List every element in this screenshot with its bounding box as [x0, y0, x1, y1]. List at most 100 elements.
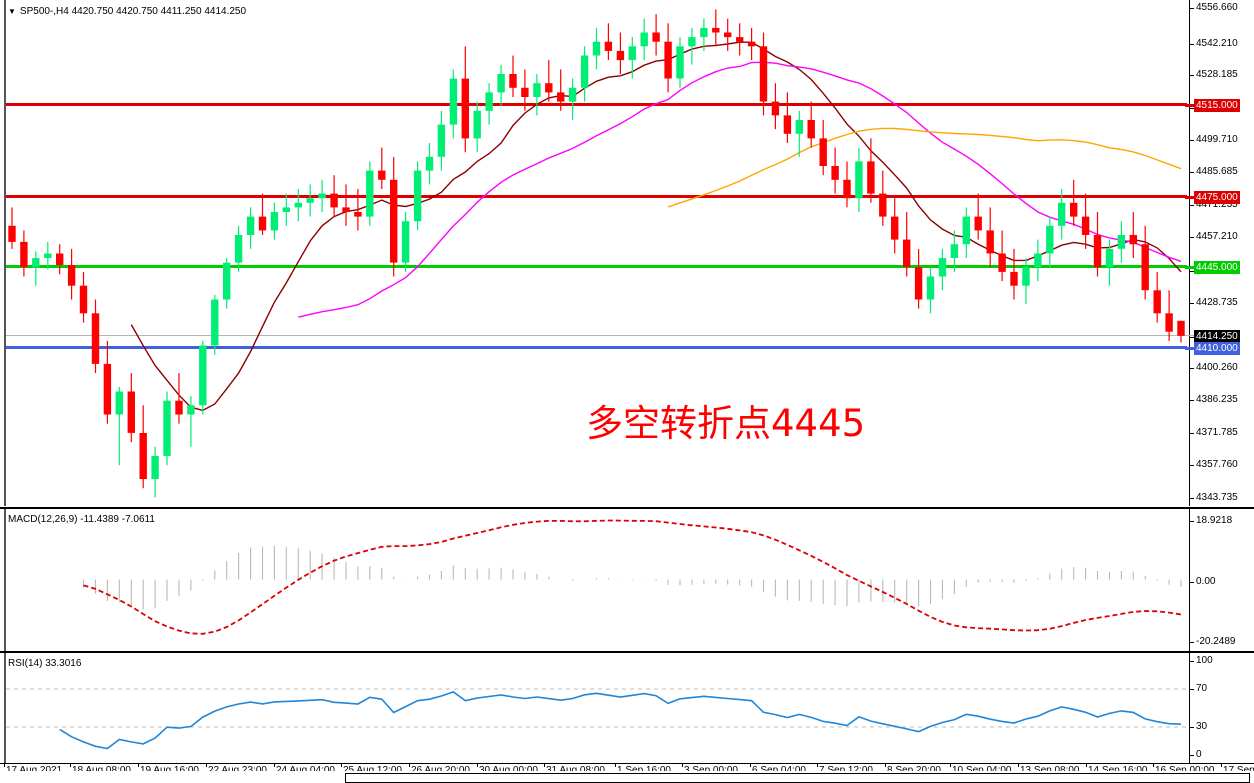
rsi-plot[interactable] — [4, 653, 1189, 763]
price-tag-resistance-4475[interactable]: 4475.000 — [1194, 191, 1240, 204]
price-axis-tick-label: 4556.660 — [1196, 2, 1238, 13]
time-axis-tickmark — [615, 764, 616, 767]
level-line-support-4410 — [6, 346, 1187, 349]
macd-plot[interactable] — [4, 509, 1189, 651]
price-axis-tick-label: 4428.735 — [1196, 297, 1238, 308]
price-axis-tickmark — [1190, 337, 1194, 338]
candle-body — [616, 50, 625, 61]
candle-body — [604, 41, 613, 51]
time-axis-label: 6 Sep 04:00 — [752, 765, 806, 777]
level-line-last-price-4414 — [6, 335, 1187, 336]
candle-body — [974, 216, 982, 231]
candle-body — [783, 115, 792, 134]
time-axis-label: 30 Aug 00:00 — [479, 765, 538, 777]
candle-body — [223, 262, 231, 300]
time-axis-label: 22 Aug 23:00 — [208, 765, 267, 777]
price-axis-tickmark — [1190, 172, 1194, 173]
time-axis-tickmark — [817, 764, 818, 767]
time-axis-tickmark — [1018, 764, 1019, 767]
candle-body — [354, 212, 362, 217]
rsi-indicator-panel[interactable]: 100 70 30 0 RSI(14) 33.3016 — [0, 652, 1254, 764]
candle-body — [580, 55, 589, 88]
candle-body — [592, 41, 601, 56]
candle-body — [366, 170, 374, 217]
time-axis-label: 24 Aug 04:00 — [276, 765, 335, 777]
candle-body — [413, 170, 422, 222]
price-tag-pivot-4445[interactable]: 4445.000 — [1194, 261, 1240, 274]
candle-body — [127, 391, 135, 433]
candle-body — [724, 32, 732, 38]
time-axis-label: 18 Aug 08:00 — [72, 765, 131, 777]
candle-body — [688, 37, 696, 47]
price-plot-area[interactable] — [6, 0, 1187, 506]
rsi-svg — [6, 688, 1187, 750]
price-axis-tickmark — [1190, 75, 1194, 76]
candle-body — [736, 37, 744, 42]
time-axis-label: 17 Aug 2021 — [6, 765, 62, 777]
candle-body — [1177, 320, 1185, 336]
candle-body — [819, 138, 827, 166]
price-candles-svg — [6, 9, 1187, 498]
candle-body — [1165, 313, 1173, 332]
candle-body — [401, 221, 410, 263]
candle-body — [676, 46, 684, 79]
rsi-plot-area[interactable] — [6, 653, 1187, 763]
candle-body — [103, 363, 112, 415]
price-axis-tick-label: 4386.235 — [1196, 394, 1238, 405]
candle-body — [1010, 271, 1018, 286]
time-axis-label: 13 Sep 08:00 — [1020, 765, 1080, 777]
candle-body — [20, 241, 28, 268]
time-axis-tickmark — [682, 764, 683, 767]
price-tag-last-price-4414[interactable]: 4414.250 — [1194, 330, 1240, 343]
price-axis[interactable]: 4556.6604542.2104528.1854513.7354499.710… — [1189, 0, 1254, 506]
candle-body — [712, 27, 720, 33]
candle-body — [509, 74, 517, 88]
time-axis-tickmark — [4, 764, 5, 767]
candle-body — [962, 216, 970, 245]
level-line-pivot-4445 — [6, 265, 1187, 268]
candle-body — [44, 253, 52, 259]
candle-body — [1117, 235, 1126, 249]
time-axis-label: 10 Sep 04:00 — [952, 765, 1012, 777]
time-axis-label: 7 Sep 12:00 — [819, 765, 873, 777]
candle-body — [664, 41, 672, 79]
level-stub-last-price-4414 — [1185, 335, 1194, 336]
level-stub-resistance-4475 — [1185, 196, 1194, 199]
candle-body — [1129, 235, 1137, 245]
horizontal-scrollbar-track[interactable] — [0, 771, 1254, 783]
macd-axis-tickmark — [1190, 521, 1194, 522]
time-axis-label: 1 Sep 16:00 — [617, 765, 671, 777]
time-axis-tickmark — [1086, 764, 1087, 767]
price-axis-tickmark — [1190, 271, 1194, 272]
time-axis-tickmark — [70, 764, 71, 767]
candle-body — [747, 41, 756, 47]
time-axis-label: 14 Sep 16:00 — [1088, 765, 1148, 777]
macd-header-label: MACD(12,26,9) -11.4389 -7.0611 — [8, 514, 155, 525]
price-axis-tickmark — [1190, 303, 1194, 304]
candle-body — [56, 253, 64, 265]
macd-signal-line — [83, 519, 1182, 635]
time-axis-label: 8 Sep 20:00 — [887, 765, 941, 777]
level-stub-resistance-4515 — [1185, 104, 1194, 107]
price-plot[interactable] — [4, 0, 1189, 506]
price-axis-tick-label: 4528.185 — [1196, 69, 1238, 80]
candle-body — [807, 120, 815, 139]
price-tag-support-4410[interactable]: 4410.000 — [1194, 342, 1240, 355]
horizontal-scrollbar-thumb[interactable] — [345, 773, 1250, 783]
price-axis-tick-label: 4357.760 — [1196, 459, 1238, 470]
collapse-caret-icon[interactable]: ▼ — [8, 7, 16, 16]
price-tag-resistance-4515[interactable]: 4515.000 — [1194, 99, 1240, 112]
candle-body — [700, 27, 708, 38]
time-axis-tickmark — [138, 764, 139, 767]
candle-body — [67, 265, 76, 286]
rsi-axis[interactable]: 100 70 30 0 — [1189, 653, 1254, 763]
candle-body — [437, 124, 446, 157]
candle-body — [879, 193, 887, 217]
price-chart-panel[interactable]: 4556.6604542.2104528.1854513.7354499.710… — [0, 0, 1254, 508]
macd-indicator-panel[interactable]: 18.9218 0.00 -20.2489 MACD(12,26,9) -11.43… — [0, 508, 1254, 652]
macd-plot-area[interactable] — [6, 509, 1187, 651]
macd-axis[interactable]: 18.9218 0.00 -20.2489 — [1189, 509, 1254, 651]
chart-annotation-text: 多空转折点4445 — [586, 402, 866, 445]
price-axis-tickmark — [1190, 140, 1194, 141]
